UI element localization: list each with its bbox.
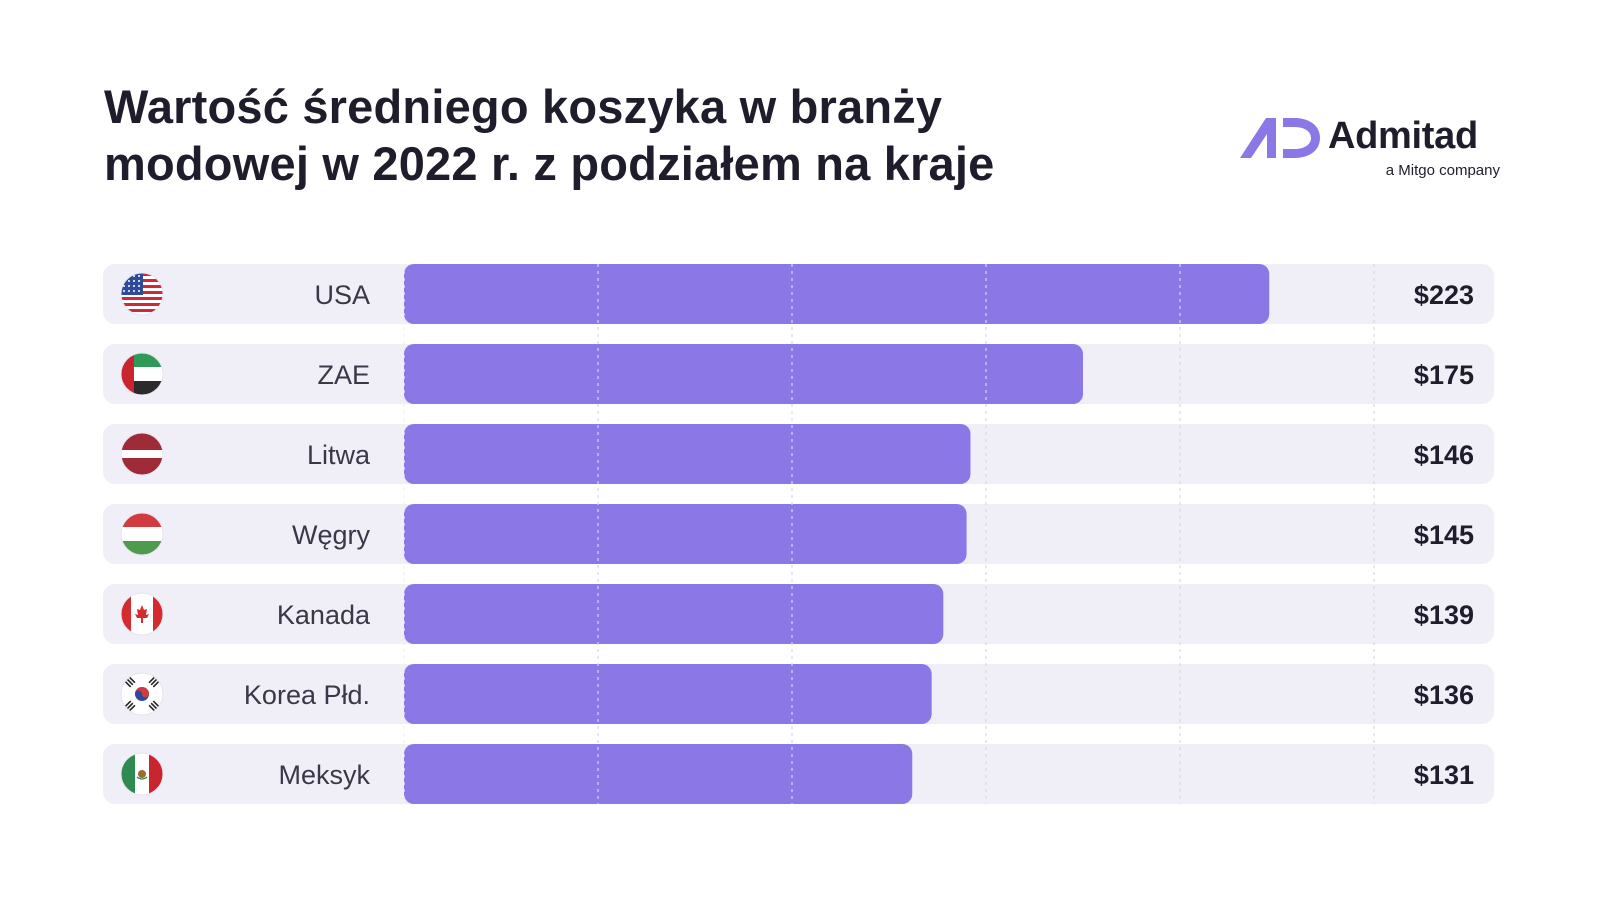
category-label: USA [314, 280, 370, 310]
uae-flag-icon [120, 352, 164, 396]
us-flag-icon [120, 272, 164, 316]
chart-row: USA $223 [103, 264, 1494, 324]
admitad-ad-logo-icon [1240, 118, 1320, 158]
bar [404, 744, 913, 804]
value-label: $223 [1414, 280, 1474, 310]
bar [404, 264, 1270, 324]
category-label: Litwa [307, 440, 371, 470]
latvia-flag-icon [120, 432, 164, 476]
brand-tagline: a Mitgo company [1385, 162, 1500, 179]
category-label: Węgry [292, 520, 371, 550]
chart-row: Węgry $145 [103, 504, 1494, 564]
mexico-flag-icon [120, 752, 164, 796]
bar [404, 504, 967, 564]
value-label: $146 [1414, 440, 1474, 470]
category-label: Meksyk [278, 760, 370, 790]
category-label: ZAE [317, 360, 370, 390]
category-label: Korea Płd. [244, 680, 370, 710]
south-korea-flag-icon [120, 672, 164, 716]
chart-row: Meksyk $131 [103, 744, 1494, 804]
category-label: Kanada [277, 600, 371, 630]
bar [404, 344, 1083, 404]
bar [404, 664, 932, 724]
value-label: $131 [1414, 760, 1474, 790]
brand-logo: Admitad a Mitgo company [1236, 112, 1508, 182]
bar [404, 424, 971, 484]
chart-row: Litwa $146 [103, 424, 1494, 484]
page-title: Wartość średniego koszyka w branży modow… [104, 80, 995, 190]
value-label: $139 [1414, 600, 1474, 630]
hungary-flag-icon [120, 512, 164, 556]
brand-name: Admitad [1328, 115, 1478, 157]
chart-row: ZAE $175 [103, 344, 1494, 404]
bar [404, 584, 944, 644]
chart-row: Korea Płd. $136 [103, 664, 1494, 724]
value-label: $175 [1414, 360, 1474, 390]
canada-flag-icon [120, 592, 164, 636]
value-label: $145 [1414, 520, 1474, 550]
chart-row: Kanada $139 [103, 584, 1494, 644]
value-label: $136 [1414, 680, 1474, 710]
